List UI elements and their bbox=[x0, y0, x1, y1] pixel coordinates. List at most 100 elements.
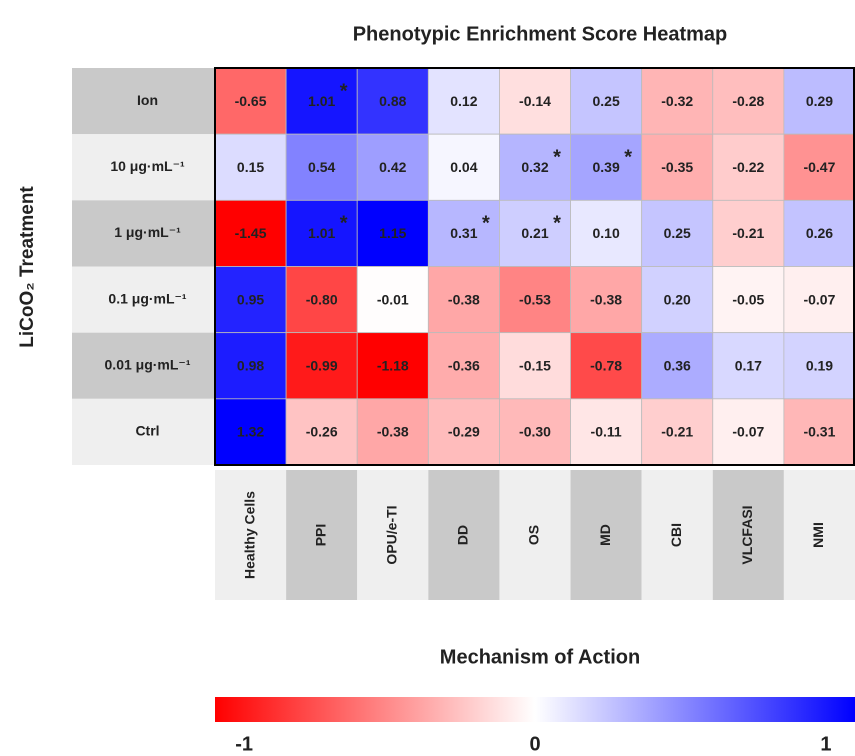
cell-value-label: -0.31 bbox=[803, 424, 835, 440]
cell-value-label: -0.32 bbox=[661, 93, 693, 109]
significance-marker: * bbox=[340, 213, 348, 235]
cell-value-label: -0.26 bbox=[306, 424, 338, 440]
cell-value-label: 0.36 bbox=[664, 357, 691, 373]
column-label: MD bbox=[597, 524, 613, 546]
column-label-bg bbox=[357, 470, 429, 600]
row-label-bg bbox=[72, 398, 215, 465]
heatmap-cell bbox=[356, 199, 429, 267]
heatmap-cell bbox=[356, 67, 429, 135]
cell-value-label: 0.15 bbox=[237, 159, 264, 175]
cell-value-label: -0.53 bbox=[519, 291, 551, 307]
row-label: Ctrl bbox=[135, 423, 159, 439]
heatmap-cell bbox=[641, 133, 714, 201]
heatmap-cell bbox=[427, 332, 500, 400]
chart-title: Phenotypic Enrichment Score Heatmap bbox=[353, 23, 728, 45]
row-label: Ion bbox=[137, 92, 158, 108]
heatmap-cell bbox=[712, 332, 785, 400]
heatmap-cell bbox=[712, 199, 785, 267]
heatmap-cell bbox=[356, 332, 429, 400]
column-label-bg bbox=[286, 470, 358, 600]
cell-value-label: 0.29 bbox=[806, 93, 833, 109]
cell-value-label: -0.21 bbox=[732, 225, 764, 241]
row-label: 10 μg·mL⁻¹ bbox=[110, 158, 185, 174]
cell-value-label: -0.22 bbox=[732, 159, 764, 175]
colorbar bbox=[215, 697, 855, 722]
column-label: OPU/e-TI bbox=[383, 505, 399, 564]
heatmap-cell bbox=[499, 133, 571, 201]
cell-value-label: 0.25 bbox=[664, 225, 691, 241]
cell-value-label: 0.88 bbox=[379, 93, 406, 109]
cell-value-label: -1.18 bbox=[377, 357, 409, 373]
column-label: Healthy Cells bbox=[241, 491, 257, 579]
column-label: DD bbox=[455, 525, 471, 545]
heatmap-cell bbox=[214, 199, 287, 267]
cell-value-label: -0.07 bbox=[803, 291, 835, 307]
heatmap-cell bbox=[712, 67, 785, 135]
cell-value-label: -0.01 bbox=[377, 291, 409, 307]
heatmap-cell bbox=[712, 266, 785, 334]
significance-marker: * bbox=[482, 213, 490, 235]
heatmap-cell bbox=[641, 67, 714, 135]
row-label-bg bbox=[72, 68, 215, 135]
significance-marker: * bbox=[624, 147, 632, 169]
cell-value-label: -0.05 bbox=[732, 291, 764, 307]
cell-value-label: -0.07 bbox=[732, 424, 764, 440]
heatmap-cell bbox=[285, 133, 358, 201]
cell-value-label: 0.31 bbox=[450, 225, 477, 241]
cell-value-label: -0.30 bbox=[519, 424, 551, 440]
cell-value-label: -0.65 bbox=[235, 93, 267, 109]
heatmap-cell bbox=[783, 67, 855, 135]
row-label: 0.1 μg·mL⁻¹ bbox=[108, 290, 187, 306]
column-label-bg bbox=[499, 470, 571, 600]
cell-value-label: -1.45 bbox=[235, 225, 267, 241]
cell-value-label: -0.78 bbox=[590, 357, 622, 373]
x-axis-label: Mechanism of Action bbox=[440, 646, 640, 668]
heatmap-cell bbox=[356, 133, 429, 201]
row-label-bg bbox=[72, 266, 215, 333]
heatmap-cell bbox=[712, 133, 785, 201]
cell-value-label: -0.99 bbox=[306, 357, 338, 373]
column-label-bg bbox=[428, 470, 500, 600]
heatmap-cell bbox=[427, 266, 500, 334]
cell-value-label: -0.28 bbox=[732, 93, 764, 109]
cell-value-label: 0.98 bbox=[237, 357, 264, 373]
heatmap-cell bbox=[570, 398, 643, 466]
cell-value-label: 1.01 bbox=[308, 93, 335, 109]
cell-value-label: -0.11 bbox=[591, 424, 622, 440]
cell-value-label: 0.04 bbox=[450, 159, 477, 175]
row-label: 0.01 μg·mL⁻¹ bbox=[105, 356, 191, 372]
cell-value-label: 0.21 bbox=[521, 225, 548, 241]
significance-marker: * bbox=[553, 213, 561, 235]
cell-value-label: -0.38 bbox=[448, 291, 480, 307]
column-label-bg bbox=[783, 470, 855, 600]
heatmap-cell bbox=[783, 133, 855, 201]
row-label-bg bbox=[72, 134, 215, 201]
heatmap-cell bbox=[499, 266, 571, 334]
column-label-bg bbox=[641, 470, 713, 600]
cell-value-label: 0.17 bbox=[735, 357, 762, 373]
heatmap-cell bbox=[214, 332, 287, 400]
cell-value-label: 0.39 bbox=[592, 159, 619, 175]
column-label: CBI bbox=[668, 523, 684, 547]
heatmap-cell bbox=[783, 332, 855, 400]
column-label: OS bbox=[526, 525, 542, 545]
column-label-bg bbox=[570, 470, 642, 600]
y-axis-label: LiCoO₂ Treatment bbox=[17, 186, 38, 348]
cell-value-label: -0.14 bbox=[519, 93, 551, 109]
cell-value-label: -0.36 bbox=[448, 357, 480, 373]
heatmap-cell bbox=[285, 266, 358, 334]
cell-value-label: 1.15 bbox=[379, 225, 406, 241]
cell-value-label: -0.38 bbox=[377, 424, 409, 440]
heatmap-cell bbox=[499, 199, 571, 267]
column-label-bg bbox=[712, 470, 784, 600]
row-label-bg bbox=[72, 200, 215, 267]
cell-value-label: 0.32 bbox=[521, 159, 548, 175]
significance-marker: * bbox=[553, 147, 561, 169]
cell-value-label: 1.01 bbox=[308, 225, 335, 241]
heatmap-cell bbox=[570, 266, 643, 334]
heatmap-cell bbox=[427, 199, 500, 267]
cell-value-label: -0.80 bbox=[306, 291, 338, 307]
colorbar-tick-label: 0 bbox=[529, 733, 540, 755]
colorbar-tick-label: 1 bbox=[820, 733, 831, 755]
